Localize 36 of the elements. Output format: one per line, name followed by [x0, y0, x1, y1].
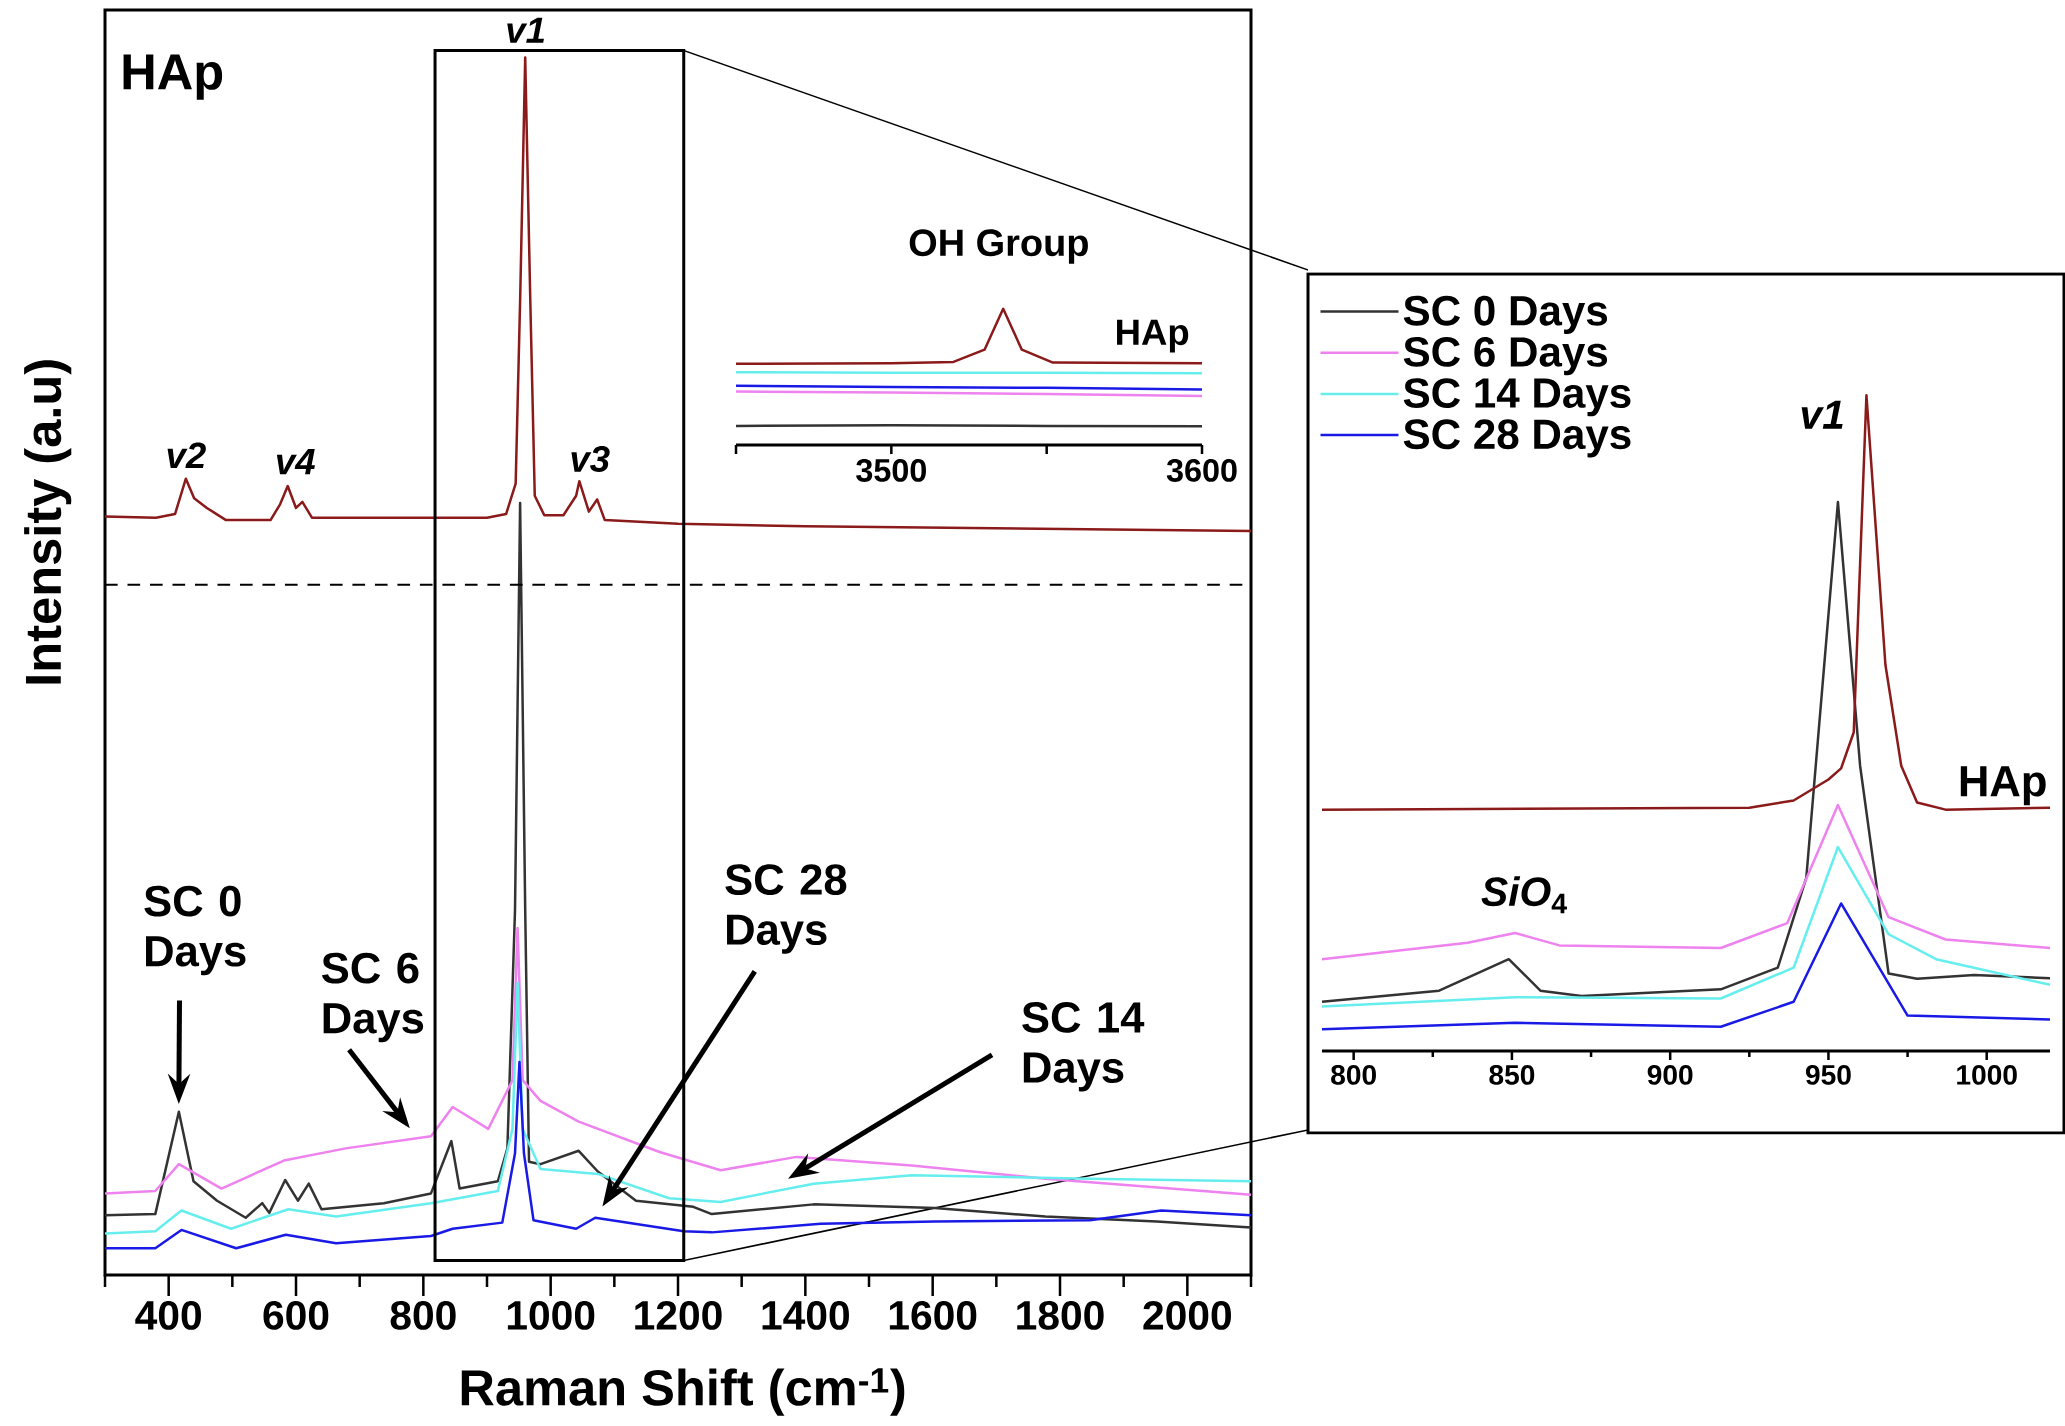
annotation: HAp: [1960, 766, 2046, 806]
x-tick-label: 1800: [1017, 1300, 1104, 1330]
annotation: SiO$_{4}$: [1481, 876, 1567, 914]
x-tick-label: 1400: [762, 1300, 849, 1330]
legend-label: SC 6 Days: [1403, 336, 1608, 376]
annotation: HAp: [123, 54, 223, 100]
x-tick-label: 950: [1805, 1064, 1851, 1085]
legend-label: SC 28 Days: [1403, 419, 1631, 458]
annotation: v2: [167, 442, 206, 469]
x-tick-label: 3500: [856, 458, 926, 482]
x-tick-label: 400: [135, 1300, 201, 1330]
x-tick-label: 2000: [1143, 1300, 1231, 1330]
legend-label: SC 0 Days: [1403, 295, 1608, 334]
x-tick-label: 800: [390, 1300, 456, 1330]
annotation: SC 0 Days: [144, 885, 246, 976]
chart-title: OH Group: [909, 229, 1088, 264]
x-tick-label: 1200: [635, 1300, 722, 1330]
legend-label: SC 14 Days: [1403, 378, 1631, 417]
annotation: v3: [571, 446, 610, 472]
x-tick-label: 1000: [507, 1300, 595, 1330]
x-axis-title: Raman Shift (cm$^{-1}$): [461, 1368, 905, 1416]
y-axis-title: Intensity (a.u): [24, 360, 72, 684]
x-tick-label: 600: [263, 1300, 329, 1330]
annotation: HAp: [1117, 319, 1189, 353]
annotation: SC 28 Days: [725, 864, 847, 954]
x-tick-label: 1000: [1957, 1064, 2017, 1085]
annotation: SC 14 Days: [1022, 1002, 1145, 1092]
text: v1: [507, 17, 544, 43]
x-tick-label: 850: [1489, 1064, 1535, 1085]
x-tick-label: 1600: [889, 1300, 977, 1330]
x-tick-label: 900: [1647, 1064, 1693, 1085]
annotation: v4: [276, 449, 315, 475]
x-tick-label: 3600: [1166, 458, 1237, 482]
x-tick-label: 800: [1331, 1064, 1376, 1085]
annotation: v1: [1801, 400, 1843, 429]
annotation: SC 6 Days: [322, 952, 424, 1043]
